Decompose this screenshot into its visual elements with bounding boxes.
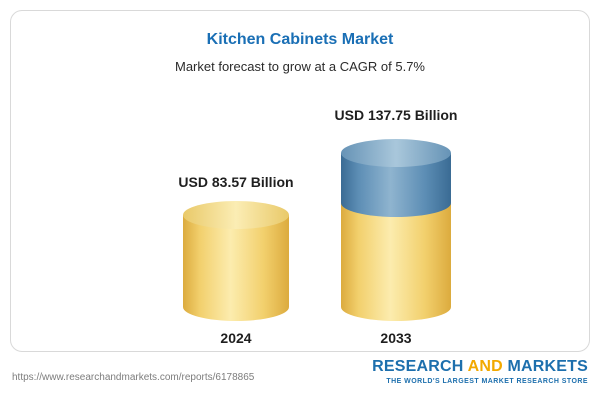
bar-value-label-2033: USD 137.75 Billion bbox=[334, 107, 458, 123]
cylinder-body-yellow bbox=[183, 215, 289, 321]
x-axis-label-2033: 2033 bbox=[380, 330, 412, 346]
chart-card: Kitchen Cabinets Market Market forecast … bbox=[10, 10, 590, 352]
cylinder-segment-yellow bbox=[341, 203, 451, 321]
logo-wordmark: RESEARCH AND MARKETS bbox=[372, 358, 588, 376]
cylinder-top-cap-blue bbox=[341, 139, 451, 167]
logo-tagline: THE WORLD'S LARGEST MARKET RESEARCH STOR… bbox=[386, 378, 588, 385]
logo-word-research: RESEARCH bbox=[372, 358, 464, 375]
x-axis-label-2024: 2024 bbox=[220, 330, 252, 346]
report-url-link[interactable]: https://www.researchandmarkets.com/repor… bbox=[12, 372, 255, 383]
bar-cylinder-2033 bbox=[341, 139, 451, 321]
cylinder-top-cap-yellow bbox=[183, 201, 289, 229]
logo-word-markets: MARKETS bbox=[507, 358, 588, 375]
bar-value-label-2024: USD 83.57 Billion bbox=[178, 174, 294, 190]
logo-word-and: AND bbox=[467, 358, 503, 375]
bar-cylinder-2024 bbox=[183, 201, 289, 321]
chart-title: Kitchen Cabinets Market bbox=[206, 31, 394, 48]
chart-subtitle: Market forecast to grow at a CAGR of 5.7… bbox=[175, 59, 425, 74]
research-and-markets-logo: RESEARCH AND MARKETS THE WORLD'S LARGEST… bbox=[372, 358, 588, 385]
